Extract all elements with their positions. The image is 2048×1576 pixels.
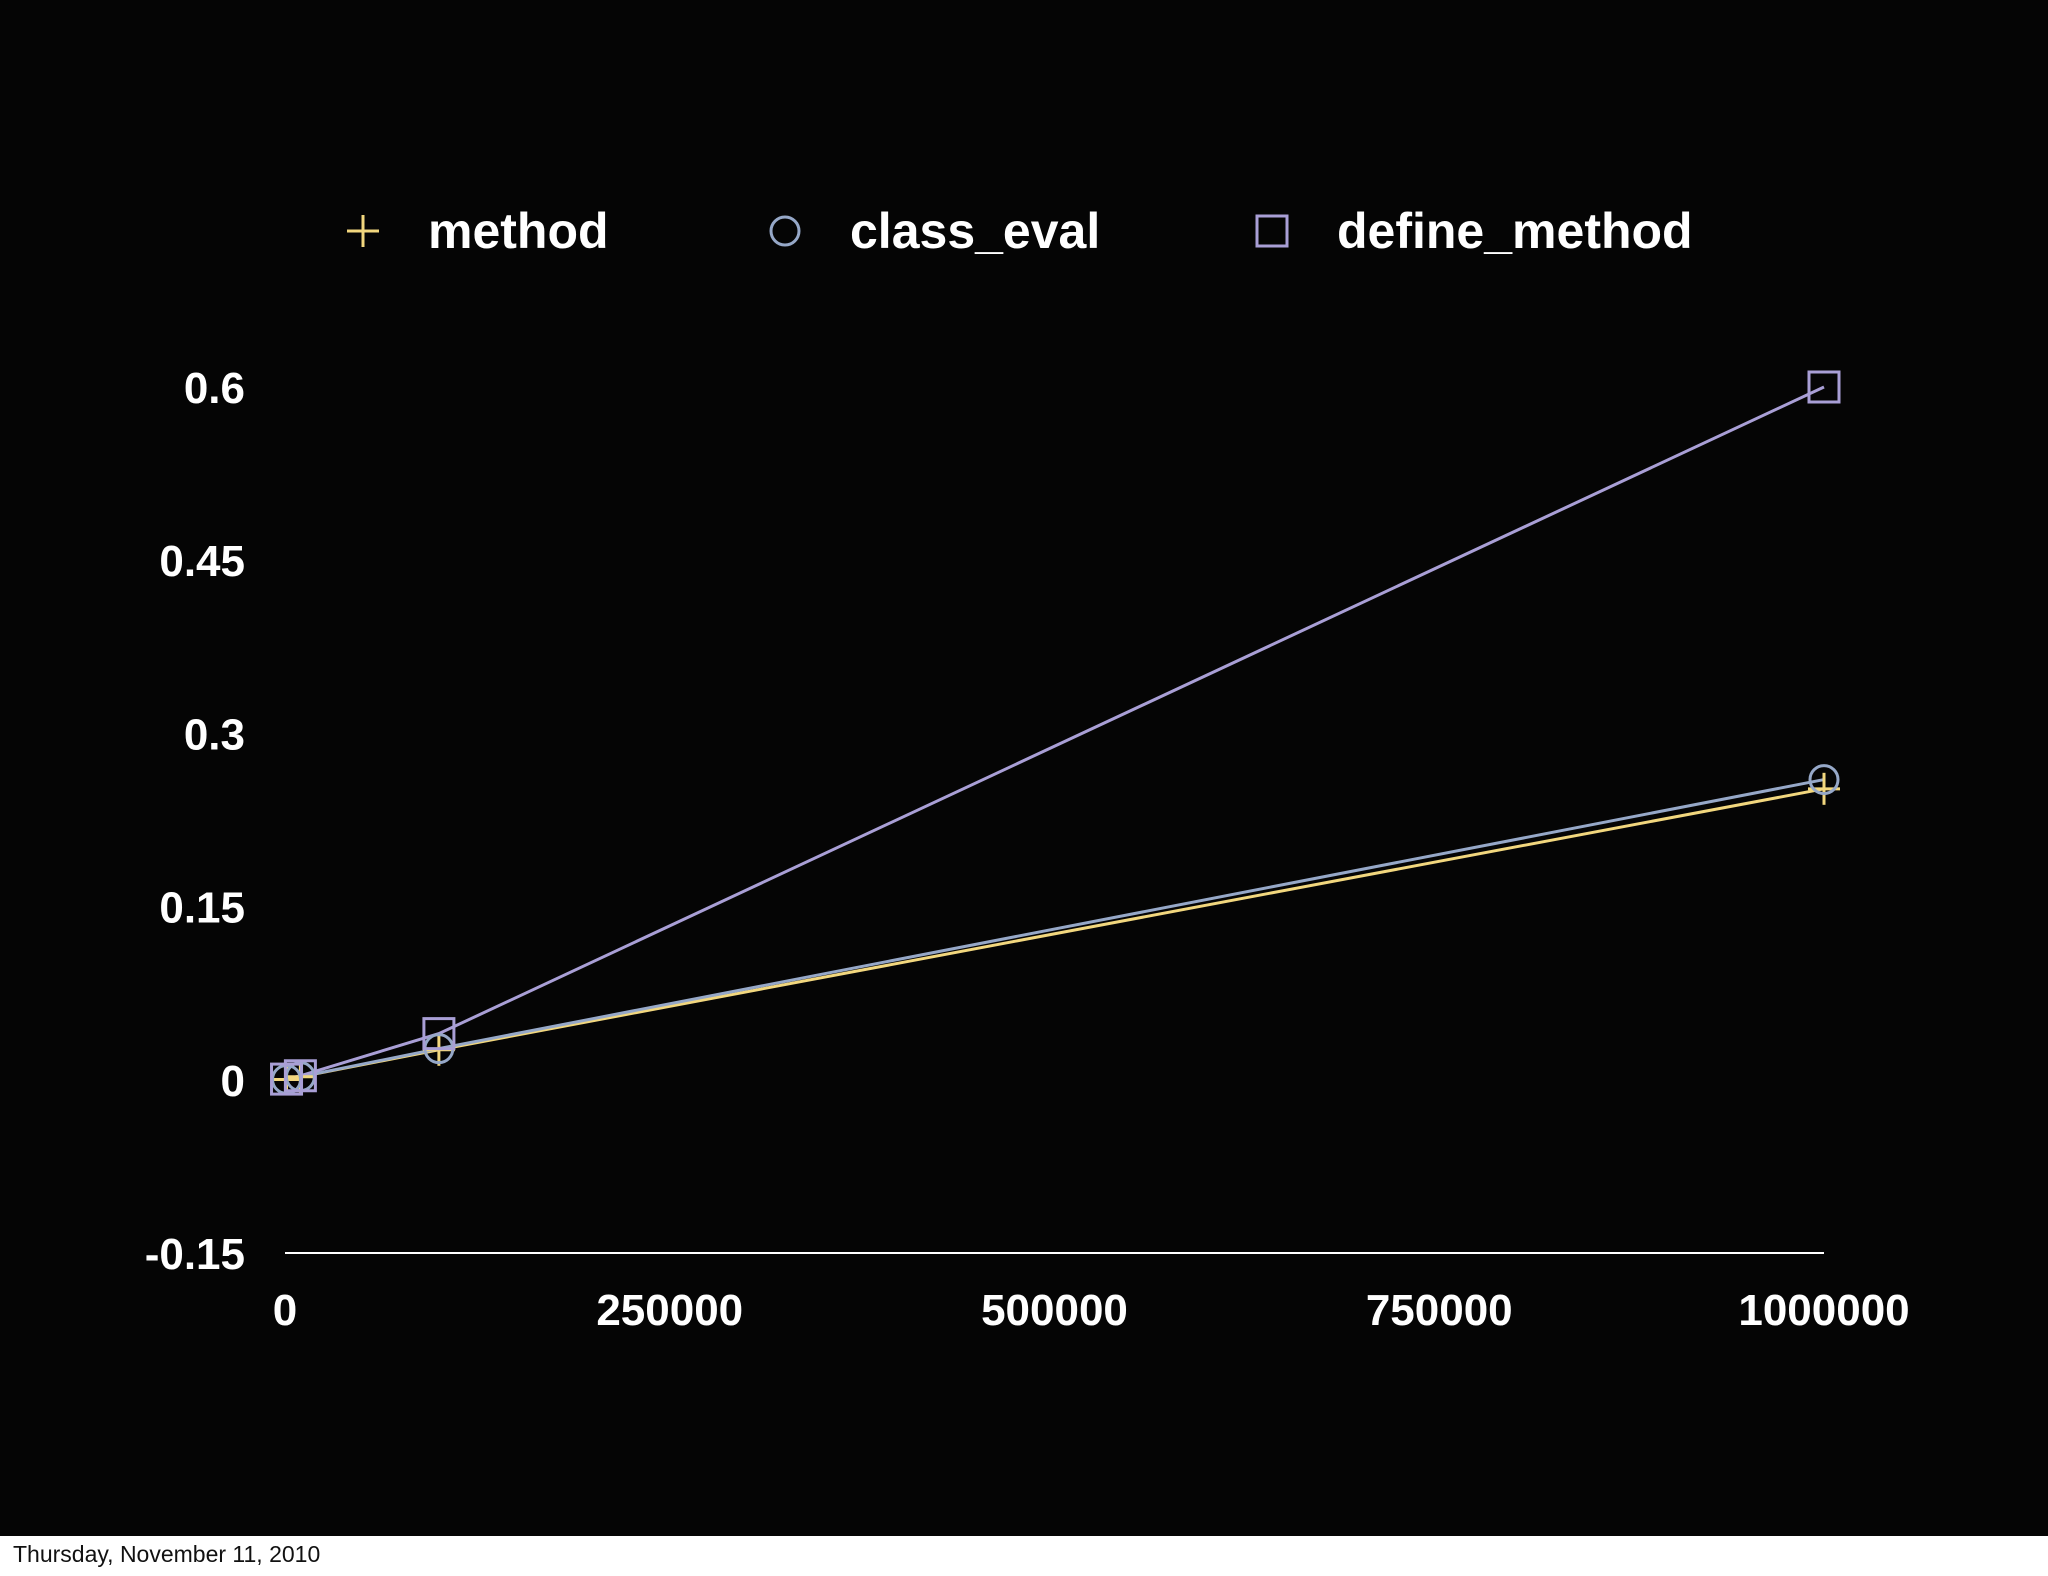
legend-marker-define_method [1255,214,1289,248]
legend-label-define_method: define_method [1337,203,1693,259]
legend-label-class_eval: class_eval [850,203,1100,259]
x-tick-label: 250000 [596,1286,743,1335]
y-tick-label: 0 [221,1057,245,1106]
chart-legend: method class_eval define_method [347,203,1693,259]
series-line-method [286,787,1825,1081]
y-axis-ticks: -0.15 0 0.15 0.3 0.45 0.6 [145,364,245,1279]
slide-background: method class_eval define_method -0.15 0 0.15… [0,0,2048,1536]
legend-label-method: method [428,203,609,259]
y-tick-label: 0.45 [159,537,245,586]
legend-marker-class_eval [769,215,801,247]
x-tick-label: 750000 [1366,1286,1513,1335]
series-line-class_eval [286,778,1825,1081]
y-tick-label: 0.3 [184,710,245,759]
x-tick-label: 1000000 [1738,1286,1909,1335]
data-point-class_eval [1808,764,1840,796]
line-chart: method class_eval define_method -0.15 0 0.15… [145,203,1910,1335]
x-tick-label: 0 [273,1286,297,1335]
footer-date: Thursday, November 11, 2010 [13,1541,321,1567]
y-tick-label: -0.15 [145,1230,245,1279]
data-point-define_method [1807,370,1841,404]
data-point-define_method [422,1017,456,1051]
series-lines [286,385,1825,1081]
y-tick-label: 0.6 [184,364,245,413]
series-line-define_method [286,385,1825,1081]
data-point-define_method [283,1059,317,1093]
legend-marker-method [347,215,379,247]
y-tick-label: 0.15 [159,884,245,933]
series-markers [270,370,1841,1096]
x-tick-label: 500000 [981,1286,1128,1335]
x-axis-ticks: 0 250000 500000 750000 1000000 [273,1286,1910,1335]
